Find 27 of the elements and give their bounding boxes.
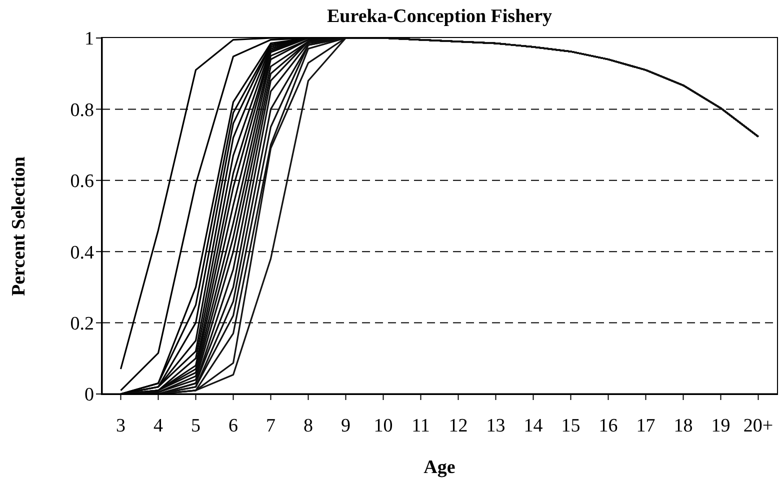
x-tick-label: 18: [674, 415, 693, 436]
chart-title: Eureka-Conception Fishery: [326, 6, 553, 28]
x-tick-label: 9: [341, 415, 350, 436]
x-tick-label: 12: [448, 415, 468, 436]
x-tick-label: 4: [154, 415, 164, 436]
y-tick-label: 1: [84, 28, 94, 50]
y-tick-label: 0.4: [70, 242, 94, 264]
x-tick-label: 17: [636, 415, 656, 436]
x-tick-label: 11: [412, 415, 430, 436]
y-tick-label: 0.8: [70, 100, 94, 121]
y-tick-label: 0.6: [70, 171, 94, 192]
x-tick-label: 7: [266, 415, 276, 436]
x-tick-label: 15: [561, 415, 580, 436]
x-tick-label: 19: [711, 415, 730, 436]
y-tick-label: 0: [84, 384, 94, 406]
x-tick-label: 6: [228, 415, 238, 436]
x-tick-label: 10: [374, 415, 393, 436]
x-tick-label: 14: [524, 415, 544, 436]
x-tick-label: 16: [598, 415, 618, 436]
y-tick-label: 0.2: [70, 314, 94, 335]
x-tick-label: 3: [116, 415, 126, 436]
x-tick-label: 13: [486, 415, 506, 436]
x-tick-label: 5: [191, 415, 200, 436]
x-axis-title: Age: [424, 457, 456, 478]
x-tick-label: 20+: [743, 415, 774, 436]
x-tick-label: 8: [304, 415, 313, 436]
y-axis-title: Percent Selection: [8, 156, 30, 296]
